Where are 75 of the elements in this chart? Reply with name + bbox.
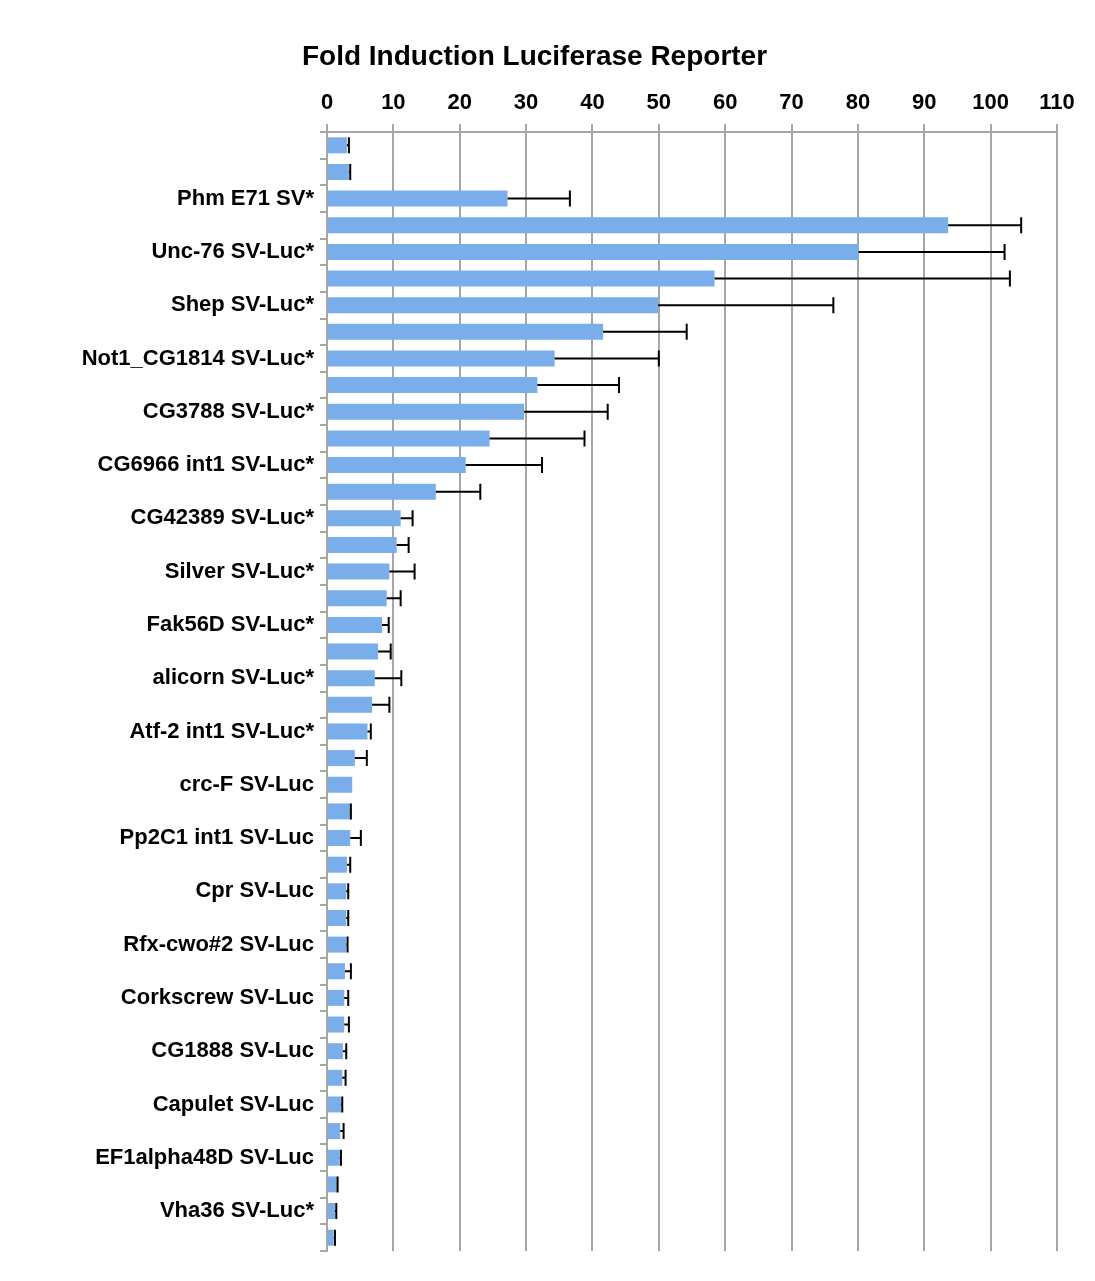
y-tick-label: Cpr SV-Luc — [195, 877, 314, 903]
bar — [328, 536, 397, 553]
bar — [328, 989, 345, 1006]
bar — [328, 243, 859, 260]
bar — [328, 1043, 343, 1060]
bar — [328, 616, 383, 633]
bar — [328, 510, 401, 527]
y-tick-label: Silver SV-Luc* — [164, 557, 315, 583]
y-tick-label: CG3788 SV-Luc* — [142, 397, 315, 423]
y-tick-label: Pp2C1 int1 SV-Luc — [119, 824, 314, 850]
bar — [328, 137, 347, 154]
y-tick-label: Rfx-cwo#2 SV-Luc — [123, 930, 314, 956]
x-tick-label: 100 — [972, 88, 1009, 114]
bar — [328, 403, 525, 420]
bar — [328, 430, 490, 447]
bar — [328, 856, 347, 873]
y-tick-label: CG6966 int1 SV-Luc* — [97, 451, 315, 477]
bar — [328, 963, 345, 980]
x-tick-label: 20 — [447, 88, 472, 114]
bar — [328, 323, 604, 340]
x-tick-label: 10 — [381, 88, 406, 114]
bar — [328, 590, 387, 607]
bar — [328, 776, 353, 793]
x-tick-label: 50 — [646, 88, 672, 114]
bar — [328, 483, 436, 500]
y-tick-label: EF1alpha48D SV-Luc — [95, 1143, 314, 1169]
y-tick-label: Capulet SV-Luc — [152, 1090, 314, 1116]
x-tick-label: 110 — [1039, 88, 1075, 114]
y-tick-label: alicorn SV-Luc* — [152, 664, 315, 690]
bar — [328, 190, 508, 207]
y-tick-label: Fak56D SV-Luc* — [146, 610, 315, 636]
x-tick-label: 60 — [712, 88, 738, 114]
bar — [328, 270, 715, 287]
y-tick-label: CG42389 SV-Luc* — [130, 504, 315, 530]
bar — [328, 670, 375, 687]
bar — [328, 457, 466, 474]
y-tick-label: Shep SV-Luc* — [170, 291, 315, 317]
y-tick-label: crc-F SV-Luc — [179, 770, 314, 796]
bar — [328, 643, 379, 660]
x-tick-label: 90 — [912, 88, 937, 114]
bar — [328, 936, 347, 953]
y-tick-label: Vha36 SV-Luc* — [159, 1197, 315, 1223]
bar — [328, 1229, 334, 1246]
bar — [328, 350, 555, 367]
bar — [328, 1123, 341, 1140]
bar — [328, 563, 390, 580]
bar — [328, 1203, 335, 1220]
y-tick-label: Not1_CG1814 SV-Luc* — [81, 344, 315, 370]
bar — [328, 803, 351, 820]
bar — [328, 1176, 337, 1193]
bar — [328, 723, 368, 740]
y-tick-label: Atf-2 int1 SV-Luc* — [129, 717, 315, 743]
bar — [328, 750, 355, 767]
x-tick-label: 30 — [513, 88, 539, 114]
y-tick-label: Corkscrew SV-Luc — [120, 983, 314, 1009]
bar — [328, 830, 351, 847]
x-tick-label: 40 — [580, 88, 605, 114]
bar — [328, 297, 659, 314]
y-tick-label: Phm E71 SV* — [177, 184, 315, 210]
x-tick-label: 0 — [320, 88, 334, 114]
bar — [328, 1096, 341, 1113]
bar — [328, 1149, 340, 1166]
bar — [328, 217, 949, 234]
chart-title: Fold Induction Luciferase Reporter — [301, 39, 768, 71]
x-tick-label: 80 — [845, 88, 871, 114]
bar — [328, 883, 347, 900]
x-tick-label: 70 — [779, 88, 804, 114]
y-tick-label: CG1888 SV-Luc — [151, 1037, 314, 1063]
bar — [328, 377, 538, 394]
bar — [328, 1069, 343, 1086]
bar — [328, 163, 349, 180]
bar — [328, 696, 373, 713]
bar — [328, 1016, 345, 1033]
bar — [328, 909, 347, 926]
y-tick-label: Unc-76 SV-Luc* — [151, 237, 315, 263]
